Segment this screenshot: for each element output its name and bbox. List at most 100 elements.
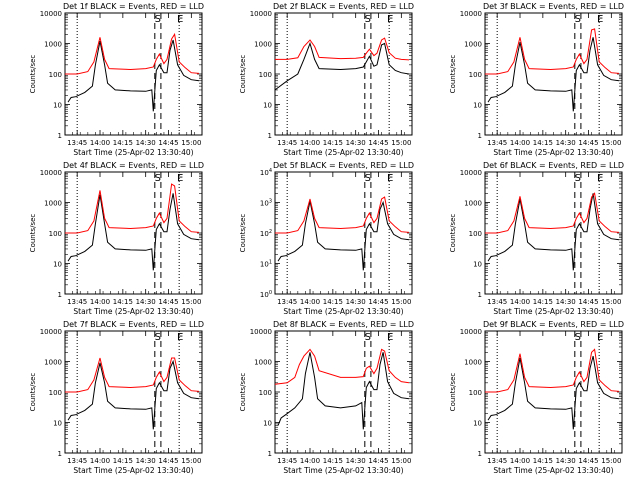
y-tick-label: 1000 (44, 41, 62, 49)
x-tick-label: 14:45 (158, 457, 178, 465)
start-marker-label: S (155, 332, 161, 343)
subplot-4: Det 4f BLACK = Events, RED = LLD 1 10 100 10… (29, 161, 204, 316)
x-tick-label: 14:45 (368, 298, 388, 306)
y-tick-label: 10000 (40, 328, 62, 336)
end-marker-label: E (597, 14, 603, 25)
plot-frame (484, 171, 623, 295)
subplot-title: Det 3f BLACK = Events, RED = LLD (483, 2, 624, 11)
plot-frame (274, 12, 413, 136)
y-tick-label: 100 (49, 389, 62, 397)
start-marker-label: S (365, 173, 371, 184)
x-tick-label: 15:00 (391, 139, 411, 147)
events-series-line (487, 37, 620, 112)
x-axis-label: Start Time (25-Apr-02 13:30:40) (283, 148, 403, 157)
subplot-9: Det 9f BLACK = Events, RED = LLD 1 10 100 10… (449, 320, 624, 475)
subplot-3: Det 3f BLACK = Events, RED = LLD 1 10 100 10… (449, 2, 624, 157)
x-tick-label: 14:15 (323, 298, 343, 306)
x-tick-label: 14:30 (346, 139, 366, 147)
y-tick-label: 10000 (460, 328, 482, 336)
y-tick-label: 1 (268, 450, 272, 458)
x-tick-label: 14:15 (533, 298, 553, 306)
y-tick-label: 10000 (460, 10, 482, 18)
x-axis-label: Start Time (25-Apr-02 13:30:40) (73, 466, 193, 475)
lld-series-line (485, 348, 620, 393)
y-tick-label: 1 (268, 132, 272, 140)
lld-series-line (65, 357, 200, 393)
x-tick-label: 14:00 (300, 457, 320, 465)
y-tick-label: 10 (53, 102, 62, 110)
x-tick-label: 15:00 (181, 139, 201, 147)
x-tick-label: 14:00 (90, 139, 110, 147)
plot-frame (64, 171, 203, 295)
y-tick-label: 1000 (254, 359, 272, 367)
x-axis-label: Start Time (25-Apr-02 13:30:40) (283, 307, 403, 316)
events-series-line (67, 193, 200, 271)
y-tick-label: 104 (260, 168, 272, 177)
y-tick-label: 10000 (250, 328, 272, 336)
x-tick-label: 13:45 (487, 139, 507, 147)
y-axis-label: Counts/sec (239, 373, 247, 412)
x-tick-label: 14:15 (533, 139, 553, 147)
y-axis-label: Counts/sec (29, 373, 37, 412)
end-marker-label: E (597, 332, 603, 343)
x-tick-label: 14:15 (113, 139, 133, 147)
subplot-1: Det 1f BLACK = Events, RED = LLD 1 10 100 10… (29, 2, 204, 157)
y-tick-label: 1 (478, 291, 482, 299)
x-tick-label: 14:00 (510, 139, 530, 147)
y-tick-label: 10 (473, 420, 482, 428)
y-tick-label: 1 (478, 132, 482, 140)
y-tick-label: 1000 (44, 359, 62, 367)
subplot-5: Det 5f BLACK = Events, RED = LLD 100 101 10… (239, 161, 414, 316)
lld-series-line (274, 348, 410, 385)
y-tick-label: 1000 (464, 200, 482, 208)
x-tick-label: 13:45 (277, 298, 297, 306)
start-marker-label: S (575, 332, 581, 343)
plot-frame (484, 330, 623, 454)
start-marker-label: S (365, 14, 371, 25)
x-tick-label: 15:00 (391, 457, 411, 465)
x-tick-label: 14:45 (158, 298, 178, 306)
subplot-title: Det 7f BLACK = Events, RED = LLD (63, 320, 204, 329)
lld-series-line (485, 192, 620, 234)
end-marker-label: E (177, 14, 183, 25)
x-tick-label: 15:00 (181, 298, 201, 306)
y-axis-label: Counts/sec (29, 214, 37, 253)
start-marker-label: S (575, 14, 581, 25)
subplot-title: Det 4f BLACK = Events, RED = LLD (63, 161, 204, 170)
x-tick-label: 14:30 (346, 298, 366, 306)
x-tick-label: 14:00 (510, 457, 530, 465)
events-series-line (67, 39, 200, 112)
y-tick-label: 1000 (464, 41, 482, 49)
plot-frame (64, 330, 203, 454)
events-series-line (277, 200, 410, 271)
x-tick-label: 14:15 (323, 139, 343, 147)
y-tick-label: 102 (260, 229, 272, 238)
y-axis-label: Counts/sec (239, 55, 247, 94)
x-tick-label: 13:45 (487, 457, 507, 465)
y-tick-label: 10 (263, 102, 272, 110)
y-tick-label: 100 (49, 71, 62, 79)
y-tick-label: 10000 (40, 10, 62, 18)
y-axis-label: Counts/sec (449, 55, 457, 94)
x-tick-label: 14:15 (323, 457, 343, 465)
subplot-title: Det 1f BLACK = Events, RED = LLD (63, 2, 204, 11)
x-tick-label: 14:45 (578, 139, 598, 147)
subplot-title: Det 5f BLACK = Events, RED = LLD (273, 161, 414, 170)
plot-frame (274, 330, 413, 454)
x-tick-label: 15:00 (601, 298, 621, 306)
y-tick-label: 10 (473, 102, 482, 110)
x-tick-label: 14:15 (533, 457, 553, 465)
x-tick-label: 14:30 (346, 457, 366, 465)
start-marker-label: S (155, 173, 161, 184)
x-axis-label: Start Time (25-Apr-02 13:30:40) (283, 466, 403, 475)
y-tick-label: 1000 (464, 359, 482, 367)
y-tick-label: 103 (260, 199, 272, 208)
y-axis-label: Counts/sec (449, 373, 457, 412)
x-tick-label: 14:45 (368, 139, 388, 147)
x-tick-label: 15:00 (601, 457, 621, 465)
y-tick-label: 1 (478, 450, 482, 458)
x-axis-label: Start Time (25-Apr-02 13:30:40) (493, 466, 613, 475)
lld-series-line (275, 37, 410, 61)
x-tick-label: 14:00 (90, 457, 110, 465)
